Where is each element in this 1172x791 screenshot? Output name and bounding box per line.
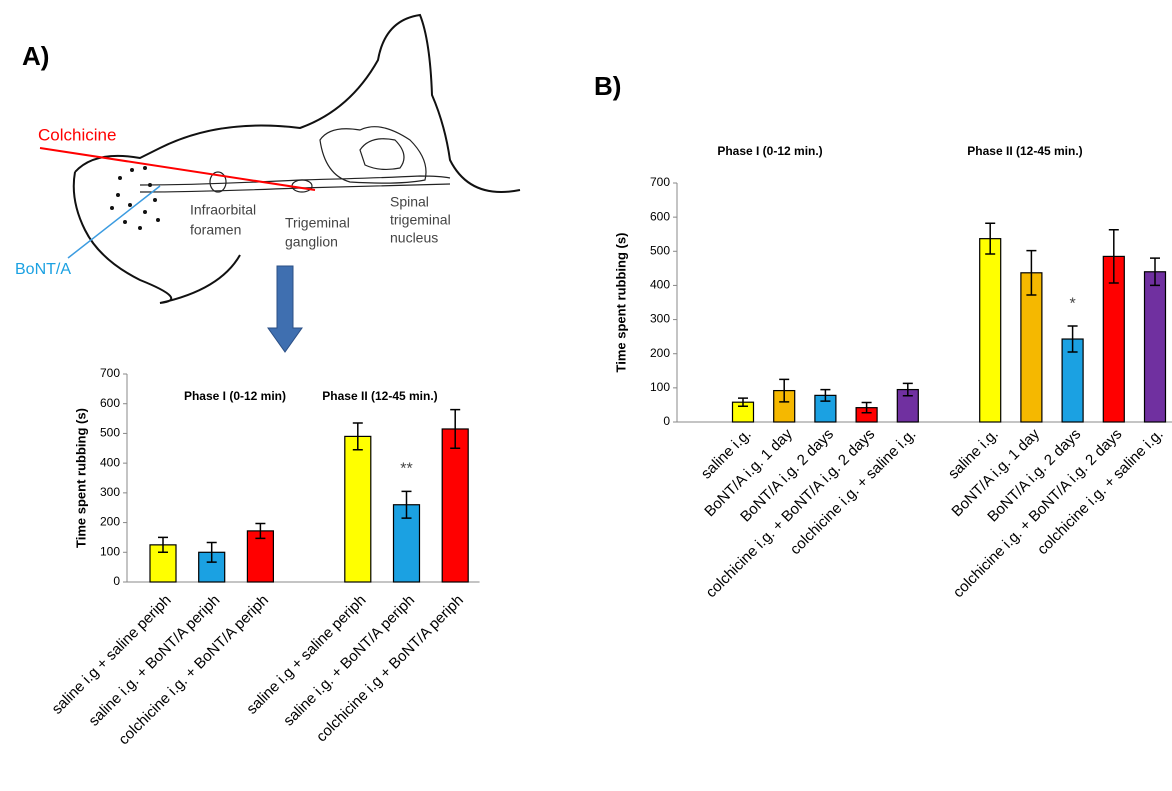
y-tick-label: 0 [663, 414, 670, 428]
y-tick-label: 300 [650, 312, 670, 326]
diagram-label: Trigeminal [285, 215, 350, 231]
significance-label: ** [400, 461, 412, 478]
panel-label: B) [594, 71, 621, 101]
y-axis-label: Time spent rubbing (s) [73, 408, 88, 548]
panel-label: A) [22, 41, 49, 71]
y-tick-label: 100 [650, 380, 670, 394]
phase-label: Phase I (0-12 min) [184, 389, 286, 403]
y-tick-label: 500 [650, 243, 670, 257]
y-tick-label: 400 [650, 278, 670, 292]
diagram-label: trigeminal [390, 212, 451, 228]
y-tick-label: 600 [650, 209, 670, 223]
diagram-label: nucleus [390, 230, 438, 246]
y-tick-label: 700 [100, 366, 120, 380]
head-outline [74, 15, 520, 303]
bar [442, 429, 468, 582]
y-tick-label: 700 [650, 175, 670, 189]
y-tick-label: 200 [100, 515, 120, 529]
phase-label: Phase II (12-45 min.) [967, 144, 1082, 158]
y-tick-label: 400 [100, 455, 120, 469]
diagram-label: Spinal [390, 194, 429, 210]
bar [980, 239, 1001, 422]
y-tick-label: 200 [650, 346, 670, 360]
y-tick-label: 0 [113, 574, 120, 588]
y-tick-label: 100 [100, 544, 120, 558]
diagram-label: Colchicine [38, 125, 116, 144]
y-tick-label: 300 [100, 485, 120, 499]
phase-label: Phase II (12-45 min.) [322, 389, 437, 403]
y-tick-label: 600 [100, 396, 120, 410]
diagram-label: BoNT/A [15, 261, 71, 278]
bar [1145, 272, 1166, 422]
diagram-label: ganglion [285, 234, 338, 250]
arrow [268, 266, 302, 352]
colchicine-line [40, 148, 315, 190]
y-axis-label: Time spent rubbing (s) [613, 233, 628, 373]
whisker-dots [110, 166, 160, 230]
diagram-label: foramen [190, 222, 241, 238]
figure: A) B) Colchicine BoNT/A Infraorbital for… [0, 0, 1172, 791]
bar [345, 436, 371, 582]
y-tick-label: 500 [100, 426, 120, 440]
phase-label: Phase I (0-12 min.) [717, 144, 822, 158]
significance-label: * [1069, 295, 1075, 312]
diagram-label: Infraorbital [190, 202, 256, 218]
